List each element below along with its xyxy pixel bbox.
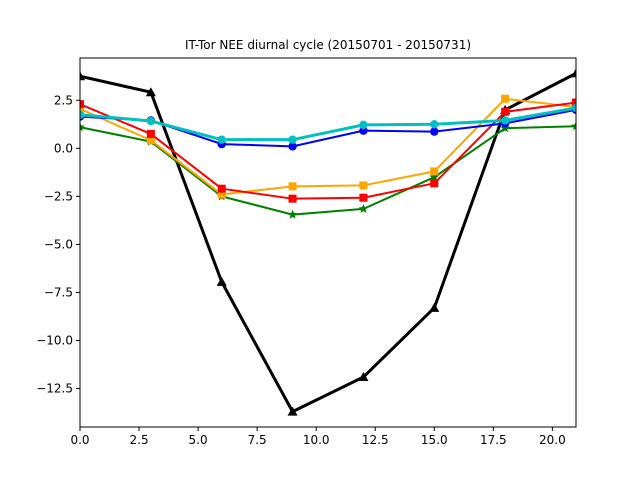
x-tick-label-2: 5.0 (189, 433, 208, 447)
series-0-point-2 (216, 276, 227, 286)
series-0-point-1 (145, 87, 156, 97)
series-0-point-3 (287, 406, 298, 416)
series-3-point-2 (217, 184, 226, 193)
series-5-line (80, 106, 576, 142)
series-1-point-5 (429, 172, 440, 182)
x-tick-label-0: 0.0 (70, 433, 89, 447)
series-layer (80, 68, 576, 416)
series-5-point-0 (80, 110, 85, 119)
series-5-point-5 (430, 120, 439, 129)
series-1-point-0 (80, 122, 85, 132)
plot-frame (79, 57, 577, 428)
series-1-line (80, 125, 576, 216)
series-5-point-2 (217, 135, 226, 144)
series-1-point-6 (500, 123, 510, 133)
series-0-point-4 (358, 372, 369, 382)
series-5-point-1 (146, 116, 156, 126)
series-1-point-3 (287, 209, 298, 219)
x-tick-label-6: 15.0 (421, 433, 448, 447)
series-2-point-5 (430, 167, 439, 176)
series-3-point-4 (359, 193, 368, 202)
series-3-point-6 (501, 107, 510, 116)
series-5-point-7 (571, 103, 576, 113)
series-2-point-2 (217, 190, 226, 199)
series-2-point-0 (80, 104, 84, 113)
series-3-point-1 (146, 129, 155, 138)
y-tick-label-2: −7.5 (44, 285, 73, 299)
x-tick-label-7: 17.5 (480, 433, 507, 447)
x-tick-label-8: 20.0 (539, 433, 566, 447)
series-4-point-3 (288, 142, 297, 151)
x-tick-label-3: 7.5 (248, 433, 267, 447)
series-1-point-4 (358, 203, 369, 213)
y-tick-label-1: −10.0 (36, 334, 73, 348)
series-4-point-4 (359, 126, 368, 135)
series-3-point-7 (572, 98, 576, 107)
series-0-point-5 (429, 302, 440, 312)
series-5-point-4 (359, 120, 368, 130)
x-tick-label-5: 12.5 (362, 433, 389, 447)
series-4-point-5 (430, 127, 439, 136)
y-tick-label-4: −2.5 (44, 189, 73, 203)
chart-title: IT-Tor NEE diurnal cycle (20150701 - 201… (185, 38, 471, 52)
x-tick-label-4: 10.0 (303, 433, 330, 447)
series-2-point-1 (146, 136, 155, 145)
series-2-point-3 (288, 182, 297, 191)
series-0-point-0 (80, 71, 85, 81)
series-3-point-0 (80, 100, 84, 109)
series-1-point-7 (571, 121, 576, 131)
series-5-point-6 (500, 116, 510, 125)
series-2-point-6 (501, 94, 510, 103)
series-3-point-3 (288, 194, 297, 203)
series-5-point-3 (288, 135, 297, 144)
series-2-point-4 (359, 181, 368, 190)
series-0-point-7 (571, 68, 576, 78)
y-tick-label-3: −5.0 (44, 237, 73, 251)
y-tick-label-5: 0.0 (54, 141, 73, 155)
y-tick-label-0: −12.5 (36, 382, 73, 396)
x-tick-label-1: 2.5 (130, 433, 149, 447)
y-tick-label-6: 2.5 (54, 93, 73, 107)
series-3-point-5 (430, 179, 439, 188)
series-2-line (80, 97, 576, 196)
